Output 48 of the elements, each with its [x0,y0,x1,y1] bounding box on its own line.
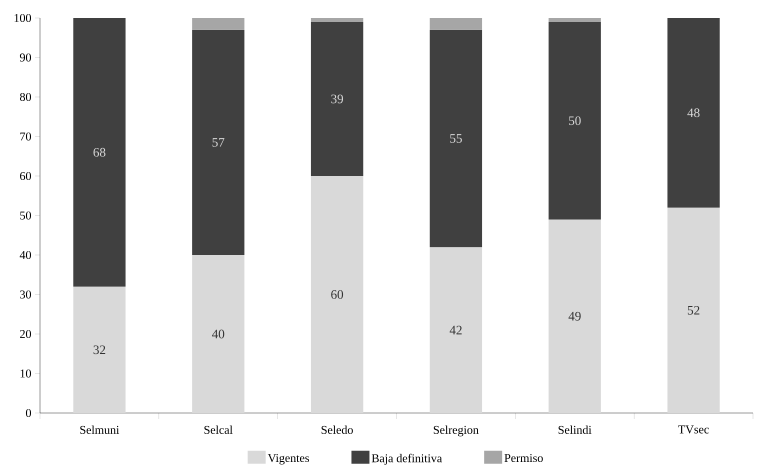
x-tick-label: Selregion [434,426,479,436]
data-label: 48 [687,108,700,118]
bar [192,254,244,413]
x-tick-label: Selindi [558,426,592,434]
legend-label: Permiso [504,454,543,462]
y-tick-label: 30 [20,290,32,299]
x-tick-label: TVsec [678,426,709,434]
bar [73,18,126,287]
data-label: 55 [450,134,462,143]
bar [430,30,482,248]
data-label: 52 [688,306,700,315]
bar [310,18,364,22]
bar [192,30,244,255]
bar [73,286,126,413]
data-label: 57 [212,138,224,147]
y-tick-label: 80 [20,92,32,102]
bar [667,208,720,413]
data-label: 68 [94,148,106,157]
data-label: 60 [331,290,344,299]
bar [310,22,364,176]
bar [667,18,720,208]
legend-label: Baja definitiva [372,454,442,465]
bar [430,247,482,413]
data-label: 42 [450,326,462,334]
data-label: 50 [569,116,581,126]
y-tick-label: 50 [20,211,32,220]
y-tick-label: 60 [20,172,32,180]
bar [310,176,364,413]
y-tick-label: 40 [20,250,32,260]
y-tick-label: 90 [20,53,32,62]
y-tick-label: 0 [26,408,32,418]
y-tick-label: 20 [20,330,32,338]
legend-label: Vigentes [268,454,310,465]
bar [548,22,601,220]
bar [548,219,601,413]
x-tick-label: Selmuni [80,426,120,434]
data-label: 49 [568,312,581,321]
x-tick-label: Selcal [204,426,233,434]
y-tick-label: 10 [20,369,32,378]
bar [192,18,244,30]
data-label: 32 [94,345,106,354]
y-tick-label: 70 [20,132,32,141]
bar [548,18,601,22]
data-label: 40 [212,330,224,338]
y-tick-label: 100 [14,14,32,22]
data-label: 39 [331,94,344,104]
bar [430,18,482,30]
x-tick-label: Seledo [322,426,353,434]
